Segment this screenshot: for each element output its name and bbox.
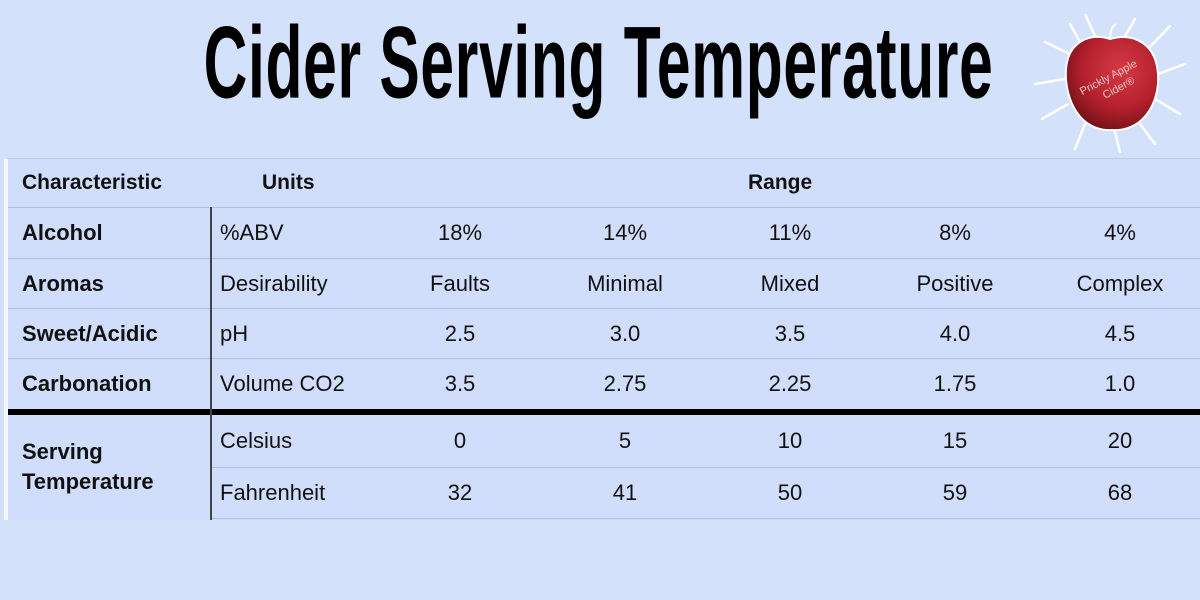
value: 2.5 — [444, 320, 476, 346]
header-characteristic: Characteristic — [22, 171, 163, 194]
row-label: Carbonation — [22, 371, 152, 396]
value: 4% — [1104, 220, 1136, 245]
row-units: Volume CO2 — [220, 371, 345, 396]
row-units: %ABV — [220, 220, 284, 245]
serving-label-line2: Temperature — [22, 469, 154, 494]
value: 20 — [1107, 428, 1133, 453]
row-units: Desirability — [220, 270, 328, 296]
value: 0 — [453, 428, 467, 453]
header-units: Units — [262, 171, 315, 194]
table-row-sweet-acidic: Sweet/Acidic pH 2.5 3.0 3.5 4.0 4.5 — [8, 309, 1200, 359]
value: Minimal — [587, 270, 663, 296]
header-range: Range — [748, 171, 813, 194]
value: 14% — [602, 220, 648, 245]
value: 4.0 — [939, 320, 971, 346]
row-label: Aromas — [22, 270, 104, 296]
value: 4.5 — [1104, 320, 1136, 346]
value: 5 — [618, 428, 632, 453]
table-row-fahrenheit: Fahrenheit 32 41 50 59 68 — [212, 468, 1200, 519]
serving-label-line1: Serving — [22, 439, 103, 464]
value: 3.0 — [609, 320, 641, 346]
value: 3.5 — [774, 320, 806, 346]
value: Complex — [1076, 270, 1164, 296]
row-label: Alcohol — [22, 220, 103, 245]
value: 15 — [942, 428, 968, 453]
column-divider — [210, 207, 212, 520]
value: 2.75 — [603, 371, 647, 396]
table-row-carbonation: Carbonation Volume CO2 3.5 2.75 2.25 1.7… — [8, 359, 1200, 409]
value: 2.25 — [768, 371, 812, 396]
value: 32 — [447, 480, 473, 505]
value: 68 — [1107, 480, 1133, 505]
value: 59 — [942, 480, 968, 505]
row-label: Sweet/Acidic — [22, 320, 158, 346]
value: Mixed — [760, 270, 820, 296]
value: 50 — [777, 480, 803, 505]
serving-temperature-label: Serving Temperature — [22, 415, 154, 519]
value: 10 — [777, 428, 803, 453]
value: 3.5 — [444, 371, 476, 396]
value: 8% — [939, 220, 971, 245]
value: Positive — [916, 270, 994, 296]
value: 41 — [612, 480, 638, 505]
section-divider — [8, 409, 1200, 415]
table-row-aromas: Aromas Desirability Faults Minimal Mixed… — [8, 259, 1200, 309]
value: 1.75 — [933, 371, 977, 396]
prickly-apple-cider-logo: Prickly Apple Cider® — [1033, 14, 1187, 154]
cider-table: Characteristic Units Range Alcohol %ABV … — [4, 158, 1200, 520]
value: 11% — [768, 220, 812, 245]
value: Faults — [430, 270, 490, 296]
value: 1.0 — [1104, 371, 1136, 396]
table-row-celsius: Celsius 0 5 10 15 20 — [212, 415, 1200, 468]
table-row-alcohol: Alcohol %ABV 18% 14% 11% 8% 4% — [8, 208, 1200, 259]
header-row: Characteristic Units Range — [8, 159, 1200, 208]
page-title: Cider Serving Temperature — [0, 5, 1200, 120]
row-units: Celsius — [220, 428, 293, 453]
value: 18% — [437, 220, 483, 245]
row-units: Fahrenheit — [220, 480, 326, 505]
title-text: Cider Serving Temperature — [204, 4, 994, 120]
row-units: pH — [220, 320, 249, 346]
